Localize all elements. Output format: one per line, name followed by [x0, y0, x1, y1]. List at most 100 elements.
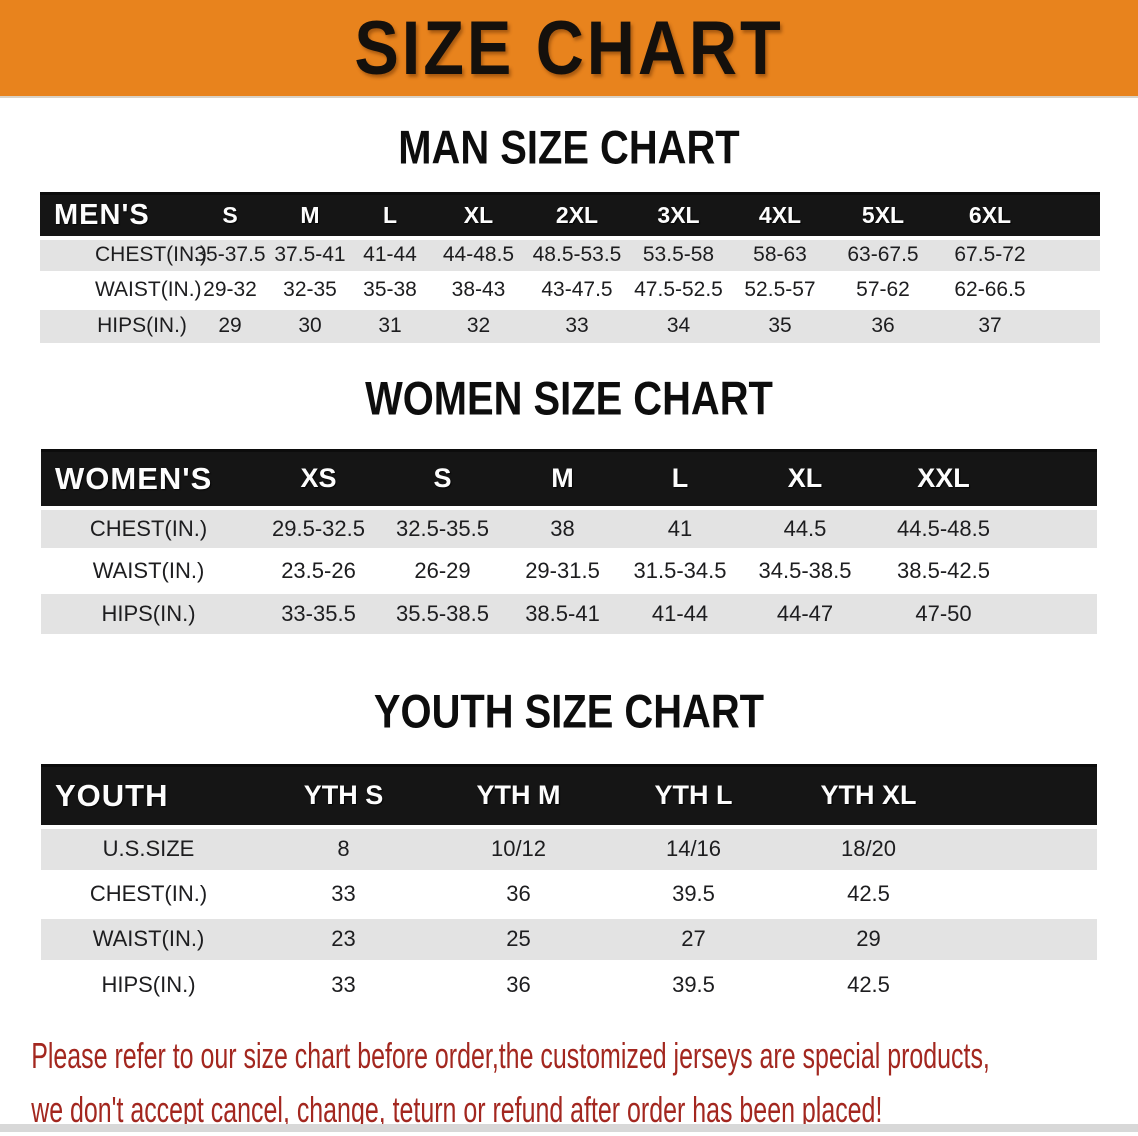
- size-value-cell: 52.5-57: [730, 273, 830, 308]
- size-value-cell: 33-35.5: [256, 592, 381, 634]
- size-value-cell: 14/16: [606, 827, 781, 872]
- size-value-cell: 31: [350, 308, 430, 343]
- row-spacer: [1044, 273, 1100, 308]
- size-column-header: YTH M: [431, 766, 606, 827]
- measurement-label: WAIST(IN.): [40, 273, 190, 308]
- size-value-cell: 44-47: [739, 592, 871, 634]
- size-column-header: XXL: [871, 450, 1016, 508]
- size-column-header: 3XL: [627, 194, 730, 238]
- size-value-cell: 62-66.5: [936, 273, 1044, 308]
- size-value-cell: 32-35: [270, 273, 350, 308]
- size-value-cell: 48.5-53.5: [527, 238, 627, 273]
- table-category-label: YOUTH: [41, 766, 256, 827]
- size-value-cell: 37.5-41: [270, 238, 350, 273]
- size-value-cell: 38: [504, 508, 621, 550]
- row-spacer: [1044, 238, 1100, 273]
- measurement-label: WAIST(IN.): [41, 550, 256, 592]
- size-value-cell: 42.5: [781, 962, 956, 1007]
- youth-section-heading: YOUTH SIZE CHART: [28, 685, 1109, 739]
- size-value-cell: 39.5: [606, 962, 781, 1007]
- size-value-cell: 23.5-26: [256, 550, 381, 592]
- size-column-header: XL: [430, 194, 527, 238]
- women-section-heading: WOMEN SIZE CHART: [28, 372, 1109, 426]
- size-value-cell: 35-37.5: [190, 238, 270, 273]
- table-category-label: WOMEN'S: [41, 450, 256, 508]
- size-value-cell: 29.5-32.5: [256, 508, 381, 550]
- size-value-cell: 67.5-72: [936, 238, 1044, 273]
- measurement-label: U.S.SIZE: [41, 827, 256, 872]
- size-value-cell: 32.5-35.5: [381, 508, 504, 550]
- size-column-header: XS: [256, 450, 381, 508]
- table-category-label: MEN'S: [40, 194, 190, 238]
- size-value-cell: 26-29: [381, 550, 504, 592]
- size-value-cell: 29: [190, 308, 270, 343]
- size-column-header: YTH S: [256, 766, 431, 827]
- size-column-header: L: [350, 194, 430, 238]
- size-value-cell: 33: [256, 872, 431, 917]
- size-column-header: 6XL: [936, 194, 1044, 238]
- size-value-cell: 33: [527, 308, 627, 343]
- men-section-heading: MAN SIZE CHART: [28, 121, 1109, 175]
- row-spacer: [1016, 592, 1097, 634]
- size-value-cell: 30: [270, 308, 350, 343]
- bottom-strip: [0, 1124, 1138, 1132]
- row-spacer: [956, 872, 1097, 917]
- size-value-cell: 43-47.5: [527, 273, 627, 308]
- size-value-cell: 35: [730, 308, 830, 343]
- size-value-cell: 10/12: [431, 827, 606, 872]
- size-value-cell: 31.5-34.5: [621, 550, 739, 592]
- size-column-header: XL: [739, 450, 871, 508]
- size-column-header: YTH L: [606, 766, 781, 827]
- size-value-cell: 36: [431, 872, 606, 917]
- size-value-cell: 41: [621, 508, 739, 550]
- size-value-cell: 58-63: [730, 238, 830, 273]
- size-value-cell: 18/20: [781, 827, 956, 872]
- row-spacer: [1016, 508, 1097, 550]
- size-value-cell: 36: [431, 962, 606, 1007]
- size-value-cell: 63-67.5: [830, 238, 936, 273]
- size-column-header: S: [190, 194, 270, 238]
- size-value-cell: 39.5: [606, 872, 781, 917]
- header-spacer: [956, 766, 1097, 827]
- measurement-label: CHEST(IN.): [41, 872, 256, 917]
- disclaimer-text: Please refer to our size chart before or…: [0, 1029, 888, 1136]
- size-value-cell: 53.5-58: [627, 238, 730, 273]
- size-column-header: M: [504, 450, 621, 508]
- size-column-header: YTH XL: [781, 766, 956, 827]
- row-spacer: [956, 917, 1097, 962]
- measurement-label: HIPS(IN.): [41, 962, 256, 1007]
- size-value-cell: 38-43: [430, 273, 527, 308]
- row-spacer: [956, 962, 1097, 1007]
- size-value-cell: 27: [606, 917, 781, 962]
- banner-title: SIZE CHART: [354, 4, 783, 91]
- size-column-header: 4XL: [730, 194, 830, 238]
- size-value-cell: 29: [781, 917, 956, 962]
- size-value-cell: 23: [256, 917, 431, 962]
- size-column-header: L: [621, 450, 739, 508]
- size-column-header: M: [270, 194, 350, 238]
- size-column-header: 2XL: [527, 194, 627, 238]
- size-value-cell: 8: [256, 827, 431, 872]
- size-value-cell: 38.5-42.5: [871, 550, 1016, 592]
- size-value-cell: 29-31.5: [504, 550, 621, 592]
- row-spacer: [1016, 550, 1097, 592]
- measurement-label: HIPS(IN.): [41, 592, 256, 634]
- size-value-cell: 57-62: [830, 273, 936, 308]
- measurement-label: WAIST(IN.): [41, 917, 256, 962]
- measurement-label: CHEST(IN.): [41, 508, 256, 550]
